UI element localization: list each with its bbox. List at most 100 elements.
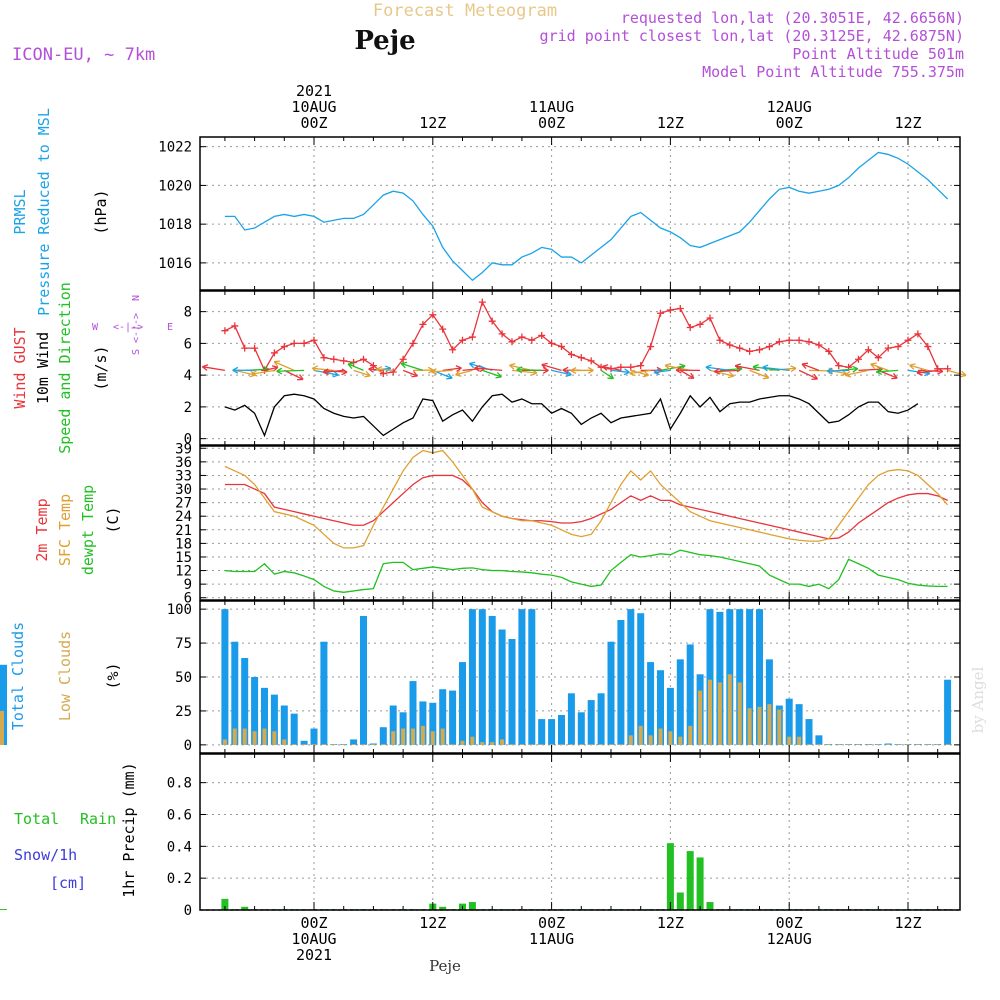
y-tick-label: 25 xyxy=(175,704,192,720)
y-tick-label: 8 xyxy=(184,305,192,321)
gust-marker xyxy=(746,347,754,355)
gust-marker xyxy=(874,354,882,362)
bar-low-clouds xyxy=(767,704,772,745)
y-tick-label: 75 xyxy=(175,636,192,652)
gust-marker xyxy=(459,336,466,344)
wind-arrow-head xyxy=(891,373,898,380)
bar-total-clouds xyxy=(657,670,664,745)
gust-marker xyxy=(429,311,437,319)
gust-marker xyxy=(518,333,526,341)
gust-marker xyxy=(488,317,496,325)
y-tick-label: 1022 xyxy=(158,140,192,156)
y-tick-label: 1020 xyxy=(158,178,192,194)
bar-total-clouds xyxy=(280,705,288,745)
gust-marker xyxy=(944,365,952,373)
compass-w: W xyxy=(92,322,99,333)
top-time-label: 12Z xyxy=(657,114,684,132)
bar-low-clouds xyxy=(569,744,574,745)
y-tick-label: 0.4 xyxy=(167,839,192,855)
gust-marker xyxy=(330,355,338,363)
bar-total-rain xyxy=(241,906,249,910)
wind-arrow-head xyxy=(801,362,809,369)
gust-marker xyxy=(587,357,595,365)
wind-arrow-shaft xyxy=(664,364,691,372)
y-tick-label: 27 xyxy=(175,496,192,512)
wind-arrow-head xyxy=(675,366,682,374)
gust-marker xyxy=(676,304,684,312)
bar-low-clouds xyxy=(440,728,445,745)
bar-low-clouds xyxy=(321,744,326,745)
wind-arrow-shaft xyxy=(313,369,339,376)
bar-low-clouds xyxy=(935,744,940,745)
bar-total-clouds xyxy=(419,701,427,745)
bar-low-clouds xyxy=(411,728,415,745)
pressure-label-prmsl: PRMSL xyxy=(11,189,29,234)
bar-total-clouds xyxy=(231,641,239,745)
bar-low-clouds xyxy=(0,710,4,745)
bar-total-clouds xyxy=(538,719,546,745)
wind-arrow-head xyxy=(705,364,712,372)
y-tick-label: 21 xyxy=(175,523,192,539)
wind-arrow-head xyxy=(251,369,258,377)
gust-marker xyxy=(538,331,546,339)
top-time-label: 00Z xyxy=(300,114,327,132)
gust-marker xyxy=(300,339,308,347)
wind-arrow-head xyxy=(455,365,462,373)
wind-arrow-head xyxy=(629,369,636,377)
gust-marker xyxy=(825,347,833,355)
bar-total-clouds xyxy=(567,693,575,745)
compass-s: S xyxy=(131,349,142,355)
gust-marker xyxy=(627,363,635,371)
series-line-sfc-temp xyxy=(224,449,949,549)
gust-marker xyxy=(548,339,556,347)
gust-marker xyxy=(270,349,278,357)
bar-low-clouds xyxy=(450,744,455,745)
bar-total-clouds xyxy=(597,693,605,745)
temp-label-dewpt: dewpt Temp xyxy=(79,485,97,575)
wind-arrow-head xyxy=(455,370,462,377)
wind-label-10m: 10m Wind xyxy=(34,332,52,404)
gust-marker xyxy=(231,322,239,330)
bar-low-clouds xyxy=(609,744,613,745)
wind-arrow-shaft xyxy=(474,367,503,372)
temp-label-unit: (C) xyxy=(104,506,122,533)
gust-marker xyxy=(379,370,387,378)
precip-label-unit: 1hr Precip (mm) xyxy=(120,762,138,897)
bar-total-clouds xyxy=(607,641,615,745)
gust-marker xyxy=(369,362,377,370)
wind-arrow-head xyxy=(376,366,383,373)
gust-marker xyxy=(399,355,407,363)
clouds-label-total: Total Clouds xyxy=(9,622,27,730)
bar-low-clouds xyxy=(896,744,901,745)
wind-label-unit: (m/s) xyxy=(92,345,110,390)
bar-low-clouds xyxy=(391,731,396,745)
gust-marker xyxy=(924,343,932,351)
wind-arrow-head xyxy=(960,370,967,378)
gust-marker xyxy=(468,333,476,341)
bar-total-rain xyxy=(0,909,7,910)
bar-total-clouds xyxy=(449,690,457,745)
wind-arrow-shaft xyxy=(660,365,686,372)
wind-arrow-head xyxy=(601,364,609,371)
bar-low-clouds xyxy=(945,744,950,745)
wind-arrow-shaft xyxy=(752,366,780,372)
bar-total-clouds xyxy=(676,659,684,745)
wind-arrow-head xyxy=(909,363,916,370)
gust-marker xyxy=(320,354,328,362)
y-tick-label: 6 xyxy=(184,591,192,607)
static-layer: Forecast Meteogram Peje ICON-EU, ~ 7km r… xyxy=(9,1,987,975)
wind-label-direction: Speed and Direction xyxy=(56,282,74,454)
wind-arrow-head xyxy=(790,365,797,373)
wind-arrow-head xyxy=(562,366,569,374)
wind-arrow-shaft xyxy=(402,369,418,377)
bar-total-clouds xyxy=(528,609,536,745)
bar-total-clouds xyxy=(439,689,447,745)
gust-marker xyxy=(280,343,288,351)
bar-low-clouds xyxy=(826,744,831,745)
gust-marker xyxy=(696,320,704,328)
wind-arrow-shaft xyxy=(551,369,572,376)
y-tick-label: 1016 xyxy=(158,256,192,272)
gust-marker xyxy=(726,341,734,349)
bar-low-clouds xyxy=(925,744,930,745)
